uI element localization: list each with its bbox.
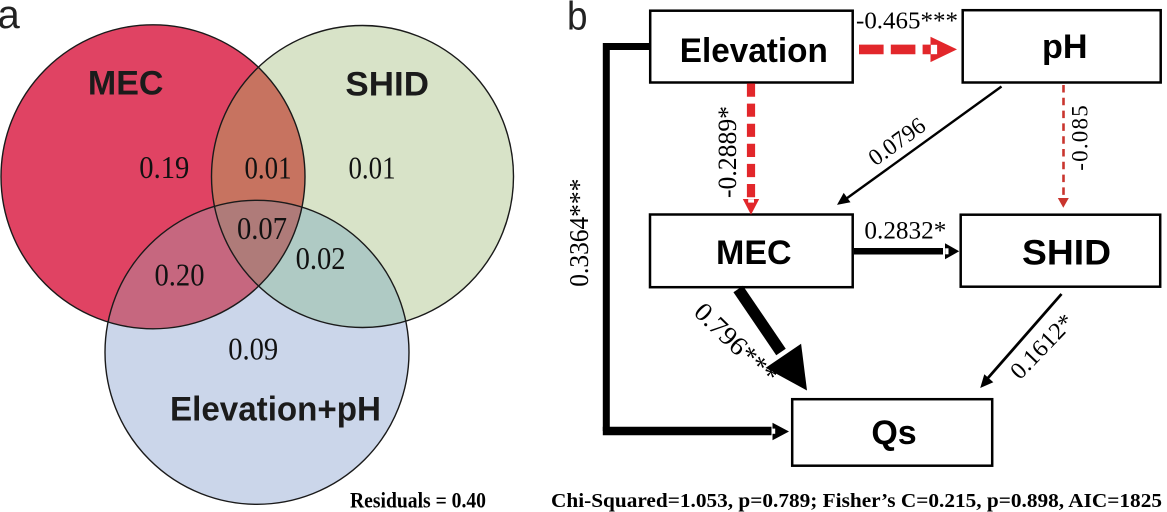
svg-text:a: a	[0, 0, 21, 37]
svg-text:0.07: 0.07	[237, 210, 287, 246]
svg-text:-0.085: -0.085	[1067, 104, 1092, 171]
svg-text:0.09: 0.09	[228, 331, 278, 367]
svg-text:Elevation: Elevation	[680, 32, 828, 70]
svg-text:0.02: 0.02	[296, 240, 346, 276]
svg-text:Chi-Squared=1.053, p=0.789; Fi: Chi-Squared=1.053, p=0.789; Fisher’s C=0…	[551, 490, 1162, 512]
svg-text:MEC: MEC	[88, 65, 164, 103]
svg-text:0.3364***: 0.3364***	[564, 179, 594, 287]
svg-text:0.01: 0.01	[349, 150, 396, 186]
svg-text:Residuals = 0.40: Residuals = 0.40	[350, 488, 486, 512]
svg-text:0.2832*: 0.2832*	[864, 218, 946, 245]
svg-text:-0.2889*: -0.2889*	[713, 106, 742, 198]
svg-text:0.19: 0.19	[139, 149, 189, 185]
svg-text:Elevation+pH: Elevation+pH	[170, 391, 381, 429]
svg-text:0.01: 0.01	[245, 150, 292, 186]
svg-text:MEC: MEC	[716, 234, 792, 272]
svg-text:0.20: 0.20	[155, 257, 205, 293]
svg-text:SHID: SHID	[1022, 233, 1111, 273]
svg-text:-0.465***: -0.465***	[856, 7, 958, 34]
svg-text:b: b	[567, 0, 588, 38]
svg-text:Qs: Qs	[871, 414, 916, 452]
svg-text:SHID: SHID	[345, 66, 429, 104]
svg-text:pH: pH	[1042, 28, 1088, 66]
